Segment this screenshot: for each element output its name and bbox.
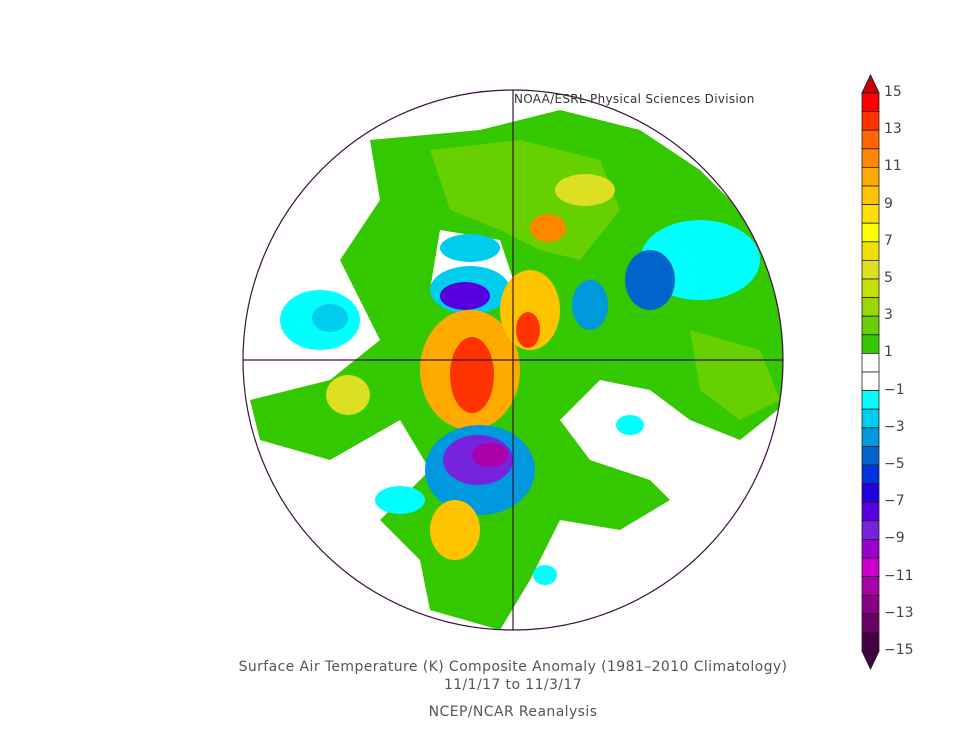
- colorbar-tick-label: −15: [884, 642, 914, 658]
- data-source: NCEP/NCAR Reanalysis: [428, 704, 598, 720]
- negative-anomaly-region: [616, 415, 644, 435]
- colorbar-bin: [861, 408, 880, 429]
- positive-anomaly-region: [450, 337, 494, 413]
- colorbar-bin: [861, 204, 880, 224]
- colorbar-tick-label: −7: [884, 493, 905, 510]
- positive-anomaly-region: [690, 330, 780, 420]
- colorbar-bin: [861, 520, 880, 540]
- negative-anomaly-region: [472, 443, 508, 467]
- anomaly-field: [250, 110, 783, 630]
- colorbar-bin: [861, 632, 880, 652]
- colorbar-bin: [861, 241, 880, 261]
- negative-anomaly-region: [533, 565, 557, 585]
- colorbar-bin: [861, 222, 880, 243]
- colorbar-tick-label: 3: [884, 307, 893, 324]
- colorbar-bin: [861, 185, 880, 206]
- colorbar-tick-label: 1: [884, 344, 893, 361]
- colorbar-bin: [861, 594, 880, 615]
- negative-anomaly-region: [440, 234, 500, 262]
- positive-anomaly-region: [430, 500, 480, 560]
- colorbar-bin: [861, 352, 880, 373]
- negative-anomaly-region: [440, 282, 490, 310]
- colorbar-tick-label: −1: [884, 381, 905, 398]
- colorbar-tick-label: −5: [884, 456, 905, 472]
- negative-anomaly-region: [312, 304, 348, 332]
- colorbar-bin: [861, 390, 880, 410]
- credit-text: NOAA/ESRL Physical Sciences Division: [514, 92, 755, 106]
- colorbar-bin: [861, 334, 880, 354]
- colorbar-tick-label: 15: [884, 84, 902, 100]
- colorbar-bin: [861, 539, 880, 559]
- colorbar-tick-label: −3: [884, 418, 905, 435]
- colorbar-bin: [861, 445, 880, 466]
- colorbar-bin: [861, 613, 880, 633]
- colorbar-tick-label: 9: [884, 195, 893, 212]
- colorbar-bin: [861, 92, 880, 113]
- colorbar-bin: [861, 259, 880, 280]
- colorbar-bin: [861, 557, 880, 578]
- colorbar-bin: [861, 464, 880, 485]
- colorbar-bin: [861, 427, 880, 447]
- colorbar-bin: [861, 166, 880, 187]
- positive-anomaly-region: [530, 214, 566, 242]
- colorbar-bin: [861, 483, 880, 503]
- colorbar-tick-label: 5: [884, 270, 893, 286]
- date-range: 11/1/17 to 11/3/17: [443, 677, 583, 693]
- colorbar-tick-label: −11: [884, 567, 914, 584]
- colorbar-tick-label: −9: [884, 530, 905, 547]
- colorbar-bin: [861, 576, 880, 596]
- negative-anomaly-region: [375, 486, 425, 514]
- positive-anomaly-region: [430, 140, 620, 260]
- colorbar-tick-label: 13: [884, 121, 902, 138]
- colorbar-bin: [861, 129, 880, 150]
- positive-anomaly-region: [326, 375, 370, 415]
- colorbar-tick-label: −13: [884, 604, 914, 621]
- colorbar-bin: [861, 278, 880, 299]
- positive-anomaly-region: [555, 174, 615, 206]
- positive-anomaly-region: [516, 312, 540, 348]
- chart-title: Surface Air Temperature (K) Composite An…: [238, 659, 788, 675]
- colorbar-tick-label: 11: [884, 158, 902, 175]
- negative-anomaly-region: [625, 250, 675, 310]
- positive-anomaly-region: [500, 270, 560, 350]
- colorbar-top-arrow: [861, 73, 880, 94]
- colorbar-tick-label: 7: [884, 232, 893, 249]
- colorbar-bottom-arrow: [861, 650, 880, 671]
- negative-anomaly-region: [572, 280, 608, 330]
- colorbar-bin: [861, 315, 880, 336]
- colorbar-bin: [861, 111, 880, 131]
- colorbar-bin: [861, 501, 880, 522]
- colorbar-bin: [861, 297, 880, 317]
- colorbar-bin: [861, 148, 880, 168]
- colorbar-bin: [861, 371, 880, 392]
